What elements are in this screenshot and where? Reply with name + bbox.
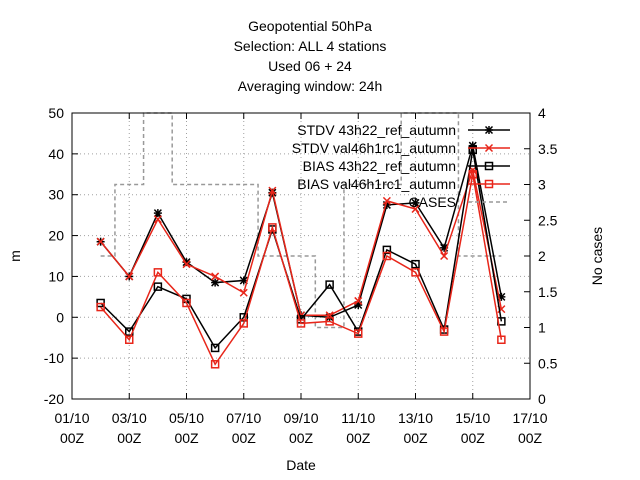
data-point-cross — [484, 143, 494, 153]
legend-label: STDV 43h22_ref_autumn — [297, 122, 456, 138]
data-point-square — [484, 161, 494, 171]
series-line — [100, 112, 502, 329]
data-point-square — [484, 179, 494, 189]
data-point-square — [497, 335, 506, 345]
series-line — [100, 174, 503, 366]
data-point-square — [210, 360, 220, 369]
data-point-square — [210, 343, 220, 353]
data-point-square — [468, 145, 477, 155]
x-tick-label: 09/10 — [283, 410, 318, 426]
x-tick-label: 00Z — [518, 430, 543, 446]
data-point-square — [468, 170, 477, 179]
y2-axis-label: No cases — [589, 227, 605, 285]
data-point-square — [239, 313, 248, 322]
y2-tick-label: 0.5 — [538, 355, 558, 371]
x-axis-label: Date — [286, 457, 316, 473]
y2-tick-label: 1 — [538, 320, 546, 336]
data-point-cross — [125, 272, 134, 281]
x-tick-label: 07/10 — [226, 410, 261, 426]
legend: STDV 43h22_ref_autumn STDV val46h1rc1_aut… — [292, 122, 510, 210]
y-tick-label: 30 — [48, 187, 64, 203]
data-point-square — [239, 319, 248, 328]
data-point-cross — [211, 272, 220, 281]
series-3 — [96, 170, 506, 369]
y-axis-label: m — [7, 250, 23, 262]
y-tick-label: 10 — [48, 268, 64, 284]
y2-tick-label: 2.5 — [538, 212, 558, 228]
data-point-cross — [411, 204, 420, 214]
data-point-cross — [440, 251, 449, 261]
data-point-square — [268, 223, 277, 232]
x-tick-label: 15/10 — [455, 410, 490, 426]
data-point-square — [325, 280, 334, 289]
data-point-square — [411, 259, 420, 269]
legend-label: BIAS 43h22_ref_autumn — [303, 158, 456, 174]
x-tick-label: 00Z — [232, 430, 257, 446]
data-point-square — [325, 317, 334, 326]
y-tick-label: 50 — [48, 105, 64, 121]
data-point-square — [153, 282, 163, 291]
x-tick-label: 11/10 — [341, 410, 375, 426]
x-tick-label: 00Z — [403, 430, 428, 446]
data-point-cross — [382, 196, 391, 205]
y-tick-label: 0 — [56, 309, 64, 325]
ticks: -20 -10 0 10 20 30 40 50 0 0.5 1 1.5 2 2.5 3 3.5 4 01/10 0… — [44, 105, 558, 446]
data-point-square — [354, 329, 363, 338]
x-tick-label: 00Z — [174, 430, 199, 446]
x-tick-label: 17/10 — [512, 410, 547, 426]
legend-label: BIAS val46h1rc1_autumn — [297, 176, 456, 192]
x-tick-label: 00Z — [117, 430, 142, 446]
cases-layer — [100, 112, 502, 329]
y-tick-label: -10 — [44, 350, 64, 366]
series-layer — [96, 141, 506, 369]
y-tick-label: 20 — [48, 228, 64, 244]
title-line: Averaging window: 24h — [238, 78, 383, 94]
data-point-square — [296, 319, 306, 328]
data-point-square — [382, 245, 392, 255]
x-tick-label: 13/10 — [398, 410, 433, 426]
y2-tick-label: 0 — [538, 391, 546, 407]
title-line: Selection: ALL 4 stations — [234, 38, 387, 54]
x-tick-label: 03/10 — [112, 410, 147, 426]
y-tick-label: -20 — [44, 391, 64, 407]
x-tick-label: 00Z — [346, 430, 371, 446]
title-line: Used 06 + 24 — [268, 58, 352, 74]
x-tick-label: 01/10 — [54, 410, 89, 426]
data-point-cross — [239, 288, 248, 297]
y2-tick-label: 4 — [538, 105, 546, 121]
y2-tick-label: 3 — [538, 177, 546, 193]
x-tick-label: 00Z — [461, 430, 486, 446]
series-cases — [100, 112, 502, 329]
y-tick-label: 40 — [48, 146, 64, 162]
data-point-square — [125, 335, 134, 345]
chart-title: Geopotential 50hPa Selection: ALL 4 stati… — [234, 18, 387, 94]
data-point-square — [96, 302, 105, 312]
data-point-cross — [153, 215, 162, 224]
data-point-cross — [182, 260, 191, 269]
x-tick-label: 00Z — [289, 430, 314, 446]
data-point-square — [153, 268, 163, 277]
data-point-cross — [354, 296, 363, 305]
x-tick-label: 05/10 — [169, 410, 204, 426]
data-point-cross — [96, 237, 105, 246]
data-point-square — [411, 268, 420, 277]
title-line: Geopotential 50hPa — [248, 18, 372, 34]
data-point-square — [182, 298, 191, 308]
data-point-cross — [268, 186, 277, 195]
y2-tick-label: 1.5 — [538, 284, 558, 300]
legend-label: CASES — [409, 194, 456, 210]
data-point-square — [382, 251, 392, 261]
data-point-square — [439, 327, 449, 336]
legend-label: STDV val46h1rc1_autumn — [292, 140, 456, 156]
x-tick-label: 00Z — [60, 430, 85, 446]
y2-tick-label: 2 — [538, 248, 546, 264]
y2-tick-label: 3.5 — [538, 141, 558, 157]
